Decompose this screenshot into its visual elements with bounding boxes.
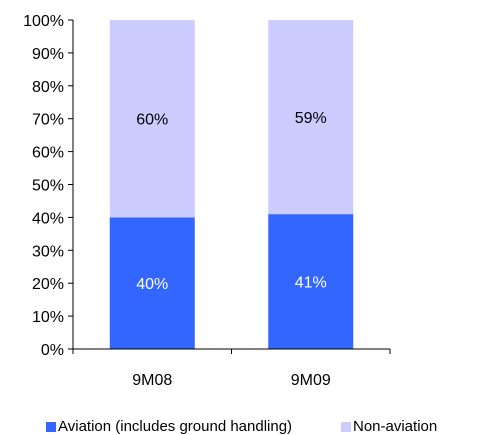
y-tick-label: 90% bbox=[32, 46, 64, 63]
data-label-9m09-aviation: 41% bbox=[295, 275, 327, 292]
bar-9m08-aviation bbox=[109, 217, 195, 349]
y-tick-label: 60% bbox=[32, 145, 64, 162]
bar-9m08-non-aviation bbox=[109, 20, 195, 218]
y-tick-label: 0% bbox=[41, 342, 64, 359]
data-label-9m09-non-aviation: 59% bbox=[295, 110, 327, 127]
legend-swatch-non-aviation bbox=[341, 422, 351, 432]
data-label-9m08-aviation: 40% bbox=[136, 276, 168, 293]
legend: Aviation (includes ground handling) Non-… bbox=[0, 414, 481, 435]
legend-item-aviation: Aviation (includes ground handling) bbox=[46, 418, 292, 435]
legend-swatch-aviation bbox=[46, 422, 56, 432]
y-tick-label: 30% bbox=[32, 243, 64, 260]
bar-9m09-non-aviation bbox=[268, 20, 354, 215]
y-tick-label: 80% bbox=[32, 79, 64, 96]
legend-label-aviation: Aviation (includes ground handling) bbox=[58, 418, 293, 435]
y-tick-label: 100% bbox=[23, 13, 64, 30]
y-tick-label: 70% bbox=[32, 112, 64, 129]
y-tick-label: 40% bbox=[32, 210, 64, 227]
legend-item-non-aviation: Non-aviation bbox=[341, 418, 437, 435]
x-tick-label-9m08: 9M08 bbox=[132, 372, 172, 389]
bar-9m09-aviation bbox=[268, 214, 354, 349]
stacked-bar-chart: 40% 60% 9M08 41% 59% 9M09 0% 10% 20% 30% 40% 50% 60%… bbox=[23, 13, 391, 389]
y-tick-label: 10% bbox=[32, 309, 64, 326]
y-tick-label: 50% bbox=[32, 178, 64, 195]
x-tick-label-9m09: 9M09 bbox=[291, 372, 331, 389]
legend-label-non-aviation: Non-aviation bbox=[353, 418, 438, 435]
data-label-9m08-non-aviation: 60% bbox=[136, 112, 168, 129]
y-tick-label: 20% bbox=[32, 276, 64, 293]
